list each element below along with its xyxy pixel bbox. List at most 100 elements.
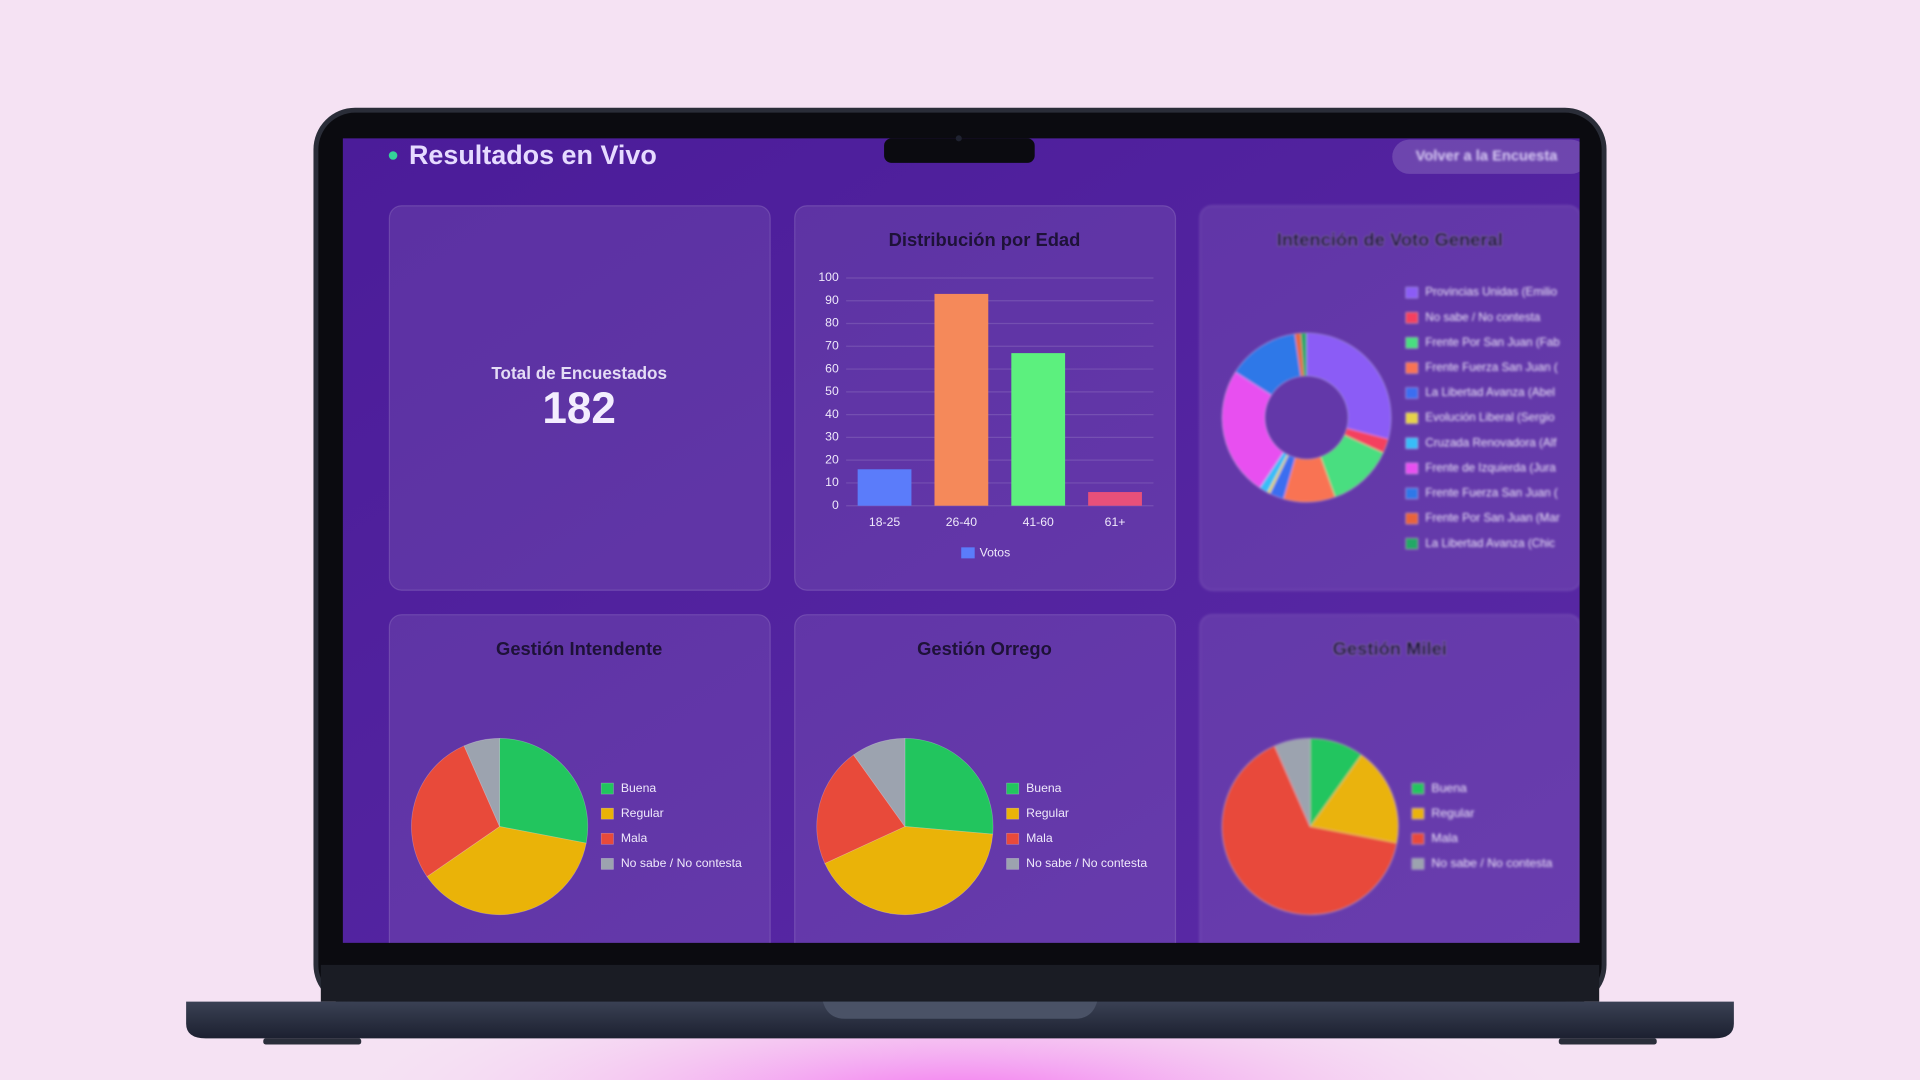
chart-card: Gestión Milei Buena Regular Mala No sabe / N… xyxy=(1199,614,1580,943)
legend-label: Regular xyxy=(621,806,664,820)
y-tick-label: 10 xyxy=(825,475,839,489)
chart-title: Gestión Orrego xyxy=(917,638,1052,659)
y-tick-label: 30 xyxy=(825,430,839,444)
bar xyxy=(857,469,912,506)
hinge xyxy=(320,964,1600,1002)
legend-label: No sabe / No contesta xyxy=(621,856,742,870)
legend-label: Frente de Izquierda (Jura xyxy=(1425,461,1556,474)
chart-card: Gestión Orrego Buena Regular Mala No sabe / … xyxy=(794,614,1177,943)
x-tick-label: 18-25 xyxy=(869,515,900,529)
legend-swatch xyxy=(1006,858,1020,870)
y-tick-label: 0 xyxy=(832,498,839,512)
chart-title: Distribución por Edad xyxy=(889,229,1081,250)
legend-swatch xyxy=(961,547,975,559)
slice xyxy=(824,826,994,916)
slice xyxy=(426,826,587,916)
legend-label: No sabe / No contesta xyxy=(1425,311,1541,324)
chart-title: Intención de Voto General xyxy=(1277,229,1503,250)
base-notch xyxy=(822,1001,1098,1019)
legend-label: La Libertad Avanza (Chic xyxy=(1425,537,1555,550)
legend-label: Regular xyxy=(1026,806,1069,820)
slice xyxy=(1309,754,1399,844)
legend-label: Frente Fuerza San Juan ( xyxy=(1425,361,1558,374)
legend-label: Regular xyxy=(1431,806,1474,820)
legend-label: Mala xyxy=(1431,831,1458,845)
legend-label: Buena xyxy=(1026,781,1062,795)
bar xyxy=(934,293,989,506)
legend-swatch xyxy=(1405,537,1419,550)
foot xyxy=(263,1038,362,1045)
legend-label: Frente Por San Juan (Fab xyxy=(1425,336,1559,349)
slice xyxy=(853,737,906,828)
y-tick-label: 70 xyxy=(825,339,839,353)
legend-swatch xyxy=(1405,412,1419,424)
legend-swatch xyxy=(1405,437,1419,450)
dashboard: Resultados en Vivo Volver a la Encuesta … xyxy=(388,139,1588,943)
foot xyxy=(1558,1038,1657,1045)
live-dot xyxy=(388,151,398,160)
legend-swatch xyxy=(1405,512,1419,525)
kpi-label: Total de Encuestados xyxy=(491,363,667,383)
slice xyxy=(816,754,906,864)
slice xyxy=(1221,371,1284,489)
legend-swatch xyxy=(1411,807,1425,820)
legend-swatch xyxy=(1405,462,1419,475)
legend-swatch xyxy=(1006,832,1020,845)
legend-label: Buena xyxy=(1431,781,1467,795)
slice xyxy=(1300,332,1307,377)
legend-swatch xyxy=(1411,832,1425,845)
legend-label: Provincias Unidas (Emilio xyxy=(1425,286,1557,299)
legend-swatch xyxy=(1405,286,1419,299)
legend-swatch xyxy=(1405,362,1419,374)
legend-swatch xyxy=(600,807,614,820)
bar xyxy=(1088,492,1142,506)
slice xyxy=(904,737,994,835)
legend-swatch xyxy=(1006,807,1020,820)
legend-swatch xyxy=(600,782,614,795)
kpi-value: 182 xyxy=(542,384,616,433)
x-tick-label: 61+ xyxy=(1105,515,1126,529)
legend-swatch xyxy=(1411,782,1425,795)
legend-label: No sabe / No contesta xyxy=(1431,856,1552,870)
legend-label: Frente Por San Juan (Mar xyxy=(1425,512,1560,525)
legend-swatch xyxy=(1405,487,1419,500)
legend-swatch xyxy=(600,858,614,870)
back-button-label[interactable]: Volver a la Encuesta xyxy=(1416,149,1559,165)
legend-label: Evolución Liberal (Sergio xyxy=(1425,411,1554,424)
slice xyxy=(411,745,501,878)
y-tick-label: 40 xyxy=(825,407,839,421)
y-tick-label: 50 xyxy=(825,384,839,398)
y-tick-label: 100 xyxy=(818,270,839,284)
legend-swatch xyxy=(1411,858,1425,870)
y-tick-label: 20 xyxy=(825,452,839,466)
legend-swatch xyxy=(1006,782,1020,795)
legend-label: No sabe / No contesta xyxy=(1026,856,1147,870)
slice xyxy=(463,737,500,827)
legend-swatch xyxy=(1405,387,1419,399)
camera xyxy=(955,135,962,142)
y-tick-label: 80 xyxy=(825,316,839,330)
legend-label: Cruzada Renovadora (Alf xyxy=(1425,436,1557,449)
camera-notch xyxy=(884,138,1035,163)
legend-label: Buena xyxy=(621,781,657,795)
slice xyxy=(499,737,589,844)
bar xyxy=(1011,353,1066,506)
x-tick-label: 41-60 xyxy=(1023,515,1054,529)
chart-card: Intención de Voto General Provincias Unid… xyxy=(1199,205,1580,591)
kpi-card xyxy=(388,205,771,591)
chart-title: Gestión Milei xyxy=(1333,638,1447,659)
slice xyxy=(1221,745,1398,916)
legend-label: Mala xyxy=(621,831,648,845)
back-button[interactable] xyxy=(1392,139,1588,174)
chart-card: Distribución por Edad 0 10 20 30 40 50 60 70 80 90… xyxy=(794,205,1177,591)
slice xyxy=(1306,332,1392,440)
legend-swatch xyxy=(1405,311,1419,324)
slice xyxy=(1274,737,1311,827)
y-tick-label: 90 xyxy=(825,293,839,307)
x-tick-label: 26-40 xyxy=(946,515,977,529)
chart-card: Gestión Intendente Buena Regular Mala No sab… xyxy=(388,614,771,943)
page-title: Resultados en Vivo xyxy=(409,140,657,170)
laptop-base xyxy=(186,1001,1734,1039)
